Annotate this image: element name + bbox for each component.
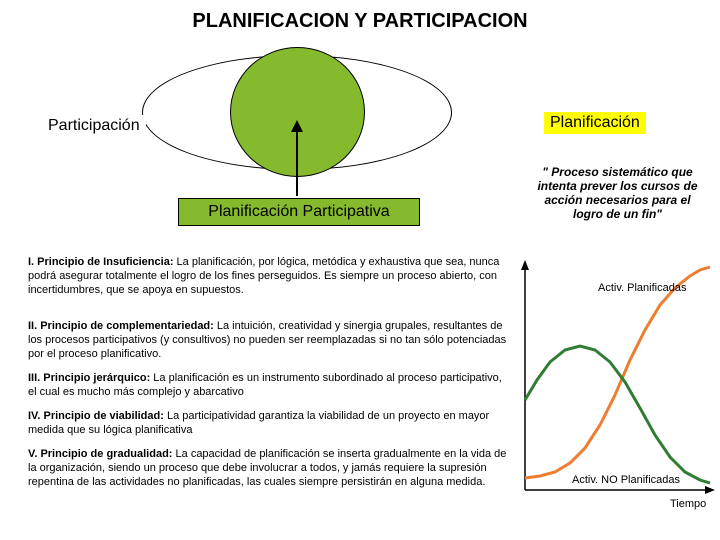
arrow-up <box>287 120 307 196</box>
principle-item: V. Principio de gradualidad: La capacida… <box>28 448 508 489</box>
activity-chart <box>520 260 715 510</box>
label-planificacion-participativa: Planificación Participativa <box>178 198 420 226</box>
chart-label-no-planificadas: Activ. NO Planificadas <box>572 474 680 486</box>
principle-item: II. Principio de complementariedad: La i… <box>28 320 508 361</box>
quote-definition: " Proceso sistemático que intenta prever… <box>530 165 705 221</box>
principle-item: I. Principio de Insuficiencia: La planif… <box>28 256 508 297</box>
label-participacion: Participación <box>42 115 146 137</box>
principle-item: IV. Principio de viabilidad: La particip… <box>28 410 508 438</box>
page-title: PLANIFICACION Y PARTICIPACION <box>0 10 720 33</box>
chart-label-planificadas: Activ. Planificadas <box>598 282 686 294</box>
chart-xlabel: Tiempo <box>670 498 706 510</box>
label-planificacion: Planificación <box>544 112 646 134</box>
principle-item: III. Principio jerárquico: La planificac… <box>28 372 508 400</box>
